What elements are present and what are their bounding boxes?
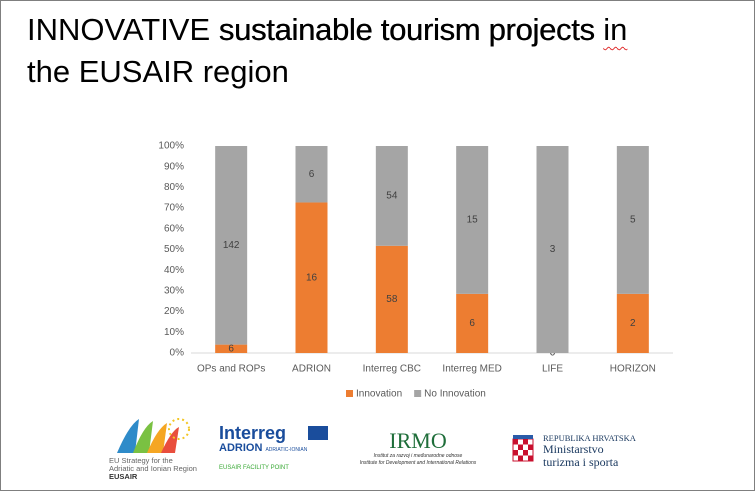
logo-text: Ministarstvo: [543, 442, 604, 456]
interreg-logo: Interreg ADRION ADRIATIC-IONIAN EUSAIR F…: [219, 424, 331, 479]
data-label: 5: [630, 215, 636, 226]
data-label: 6: [469, 318, 475, 329]
x-tick-label: LIFE: [542, 364, 563, 375]
eusair-icon: [117, 418, 190, 453]
bar-segment: [295, 202, 328, 353]
bar-segment: [295, 146, 328, 203]
data-label: 58: [386, 294, 398, 305]
bar-segment: [456, 293, 489, 353]
data-label: 2: [630, 318, 636, 329]
bar-segment: [215, 146, 248, 345]
x-tick-label: ADRION: [292, 364, 331, 375]
logo-text: ADRION ADRIATIC-IONIAN: [219, 442, 331, 457]
y-tick-label: 100%: [158, 141, 184, 152]
logo-text: ADRIATIC-IONIAN: [265, 447, 308, 453]
y-tick-label: 80%: [164, 182, 184, 193]
slide-title: INNOVATIVE sustainable tourism projects …: [27, 9, 727, 93]
y-tick-label: 30%: [164, 286, 184, 297]
logo-text: turizma i sporta: [543, 455, 619, 469]
y-tick-label: 0%: [170, 348, 185, 359]
data-label: 16: [306, 272, 318, 283]
data-label: 54: [386, 191, 398, 202]
x-tick-label: OPs and ROPs: [197, 364, 265, 375]
irmo-logo: IRMO Institut za razvoj i međunarodne od…: [343, 429, 493, 479]
y-tick-label: 70%: [164, 203, 184, 214]
data-label: 3: [550, 244, 556, 255]
logo-text: Interreg: [219, 423, 287, 443]
y-tick-label: 50%: [164, 244, 184, 255]
eu-flag: [308, 426, 328, 440]
legend-label: Innovation: [356, 389, 402, 400]
x-tick-label: HORIZON: [610, 364, 656, 375]
y-tick-label: 60%: [164, 223, 184, 234]
bar-segment: [375, 146, 408, 246]
logo-text: ADRION: [219, 442, 263, 454]
logo-text: Institut za razvoj i međunarodne odnose: [373, 453, 463, 459]
legend-swatch: [346, 390, 353, 397]
y-tick-label: 20%: [164, 306, 184, 317]
bar-segment: [215, 344, 248, 353]
bar-segment: [536, 146, 569, 353]
bar-segment: [616, 146, 649, 294]
croatia-logo: REPUBLIKA HRVATSKA Ministarstvo turizma …: [511, 433, 661, 478]
logo-text: EUSAIR FACILITY POINT: [219, 465, 289, 471]
bar-segment: [375, 245, 408, 353]
data-label: 6: [228, 343, 234, 354]
logo-text: EUSAIR: [109, 472, 138, 481]
bar-segment: [616, 293, 649, 353]
eusair-logo: EU Strategy for the Adriatic and Ionian …: [109, 415, 199, 485]
y-tick-label: 10%: [164, 327, 184, 338]
data-label: 0: [550, 348, 556, 359]
logo-text: EU Strategy for the: [109, 456, 173, 465]
data-label: 142: [223, 240, 240, 251]
title-part: INNOVATIVE: [27, 12, 211, 47]
data-label: 6: [309, 169, 315, 180]
x-tick-label: Interreg MED: [442, 364, 501, 375]
coat-of-arms: [512, 435, 534, 462]
logo-text: IRMO: [389, 428, 447, 453]
bar-segment: [456, 146, 489, 294]
y-tick-label: 40%: [164, 265, 184, 276]
title-part: the EUSAIR region: [27, 54, 289, 89]
logo-text: Institute for Development and Internatio…: [359, 460, 477, 466]
legend-label: No Innovation: [424, 389, 486, 400]
x-tick-label: Interreg CBC: [363, 364, 421, 375]
title-part: sustainable tourism projects: [218, 12, 595, 47]
legend-swatch: [414, 390, 422, 397]
title-part: in: [603, 12, 628, 47]
y-tick-label: 90%: [164, 161, 184, 172]
logo-text: Adriatic and Ionian Region: [109, 464, 197, 473]
logo-text: REPUBLIKA HRVATSKA: [543, 433, 636, 443]
data-label: 15: [467, 215, 479, 226]
